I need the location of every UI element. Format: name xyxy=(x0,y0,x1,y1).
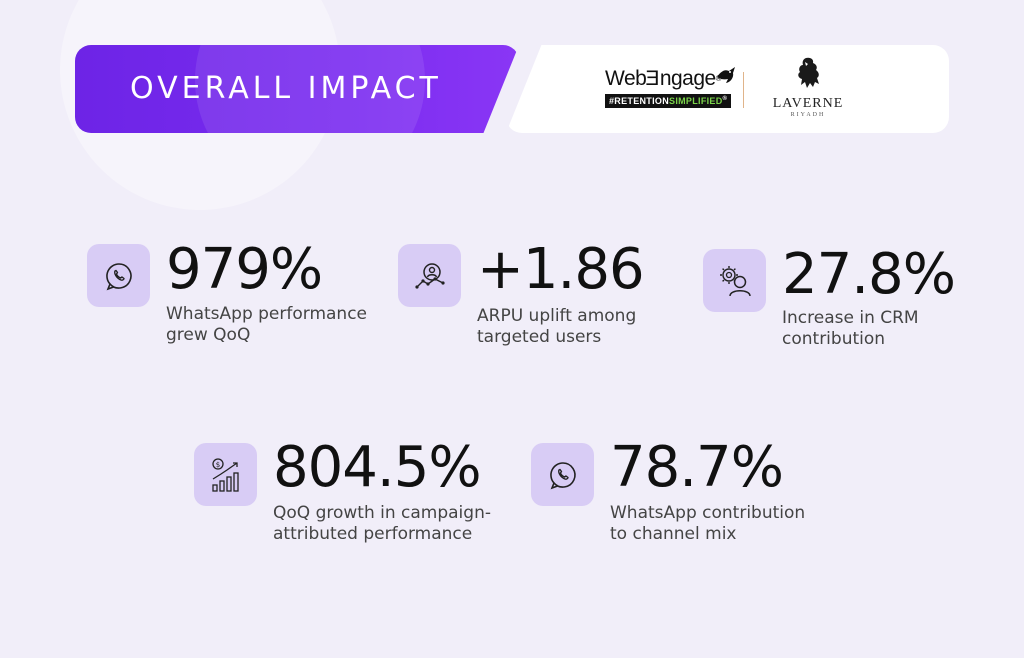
stat-value: 804.5% xyxy=(273,435,482,500)
stat-icon-tile xyxy=(87,244,150,307)
svg-text:$: $ xyxy=(215,461,219,469)
stat-label: WhatsApp performance grew QoQ xyxy=(166,304,368,345)
stat-value: 78.7% xyxy=(610,435,784,500)
stat-label: Increase in CRM contribution xyxy=(782,308,919,349)
title-banner: OVERALL IMPACT xyxy=(75,45,519,133)
stat-label: ARPU uplift among targeted users xyxy=(477,306,637,347)
page-title: OVERALL IMPACT xyxy=(130,71,442,106)
stat-label: WhatsApp contribution to channel mix xyxy=(610,503,806,544)
logo-divider xyxy=(743,72,744,108)
stat-icon-tile: $ xyxy=(194,443,257,506)
stat-icon-tile xyxy=(531,443,594,506)
stat-icon-tile xyxy=(703,249,766,312)
webengage-logo: WebEngage® #RETENTIONSIMPLIFIED® xyxy=(605,67,735,109)
laverne-logo: LAVERNE RIYADH xyxy=(768,57,848,118)
webengage-e-mark: E xyxy=(646,67,660,90)
laverne-city: RIYADH xyxy=(790,112,826,118)
webengage-tagline: #RETENTIONSIMPLIFIED® xyxy=(605,94,732,108)
stat-value: +1.86 xyxy=(477,237,645,302)
laverne-name: LAVERNE xyxy=(772,96,844,111)
revenue-chart-icon: $ xyxy=(211,457,239,492)
banner-decoration-circle xyxy=(195,45,425,133)
whatsapp-icon xyxy=(549,461,576,489)
stat-label: QoQ growth in campaign- attributed perfo… xyxy=(273,503,491,544)
bird-icon xyxy=(717,67,735,83)
panther-icon xyxy=(798,57,819,88)
user-growth-icon xyxy=(414,262,445,289)
logos-panel: WebEngage® #RETENTIONSIMPLIFIED® LAVERNE… xyxy=(506,45,949,133)
user-settings-icon xyxy=(719,265,751,296)
stat-value: 979% xyxy=(166,237,323,302)
stat-value: 27.8% xyxy=(782,242,956,307)
stat-icon-tile xyxy=(398,244,461,307)
whatsapp-icon xyxy=(105,262,132,290)
